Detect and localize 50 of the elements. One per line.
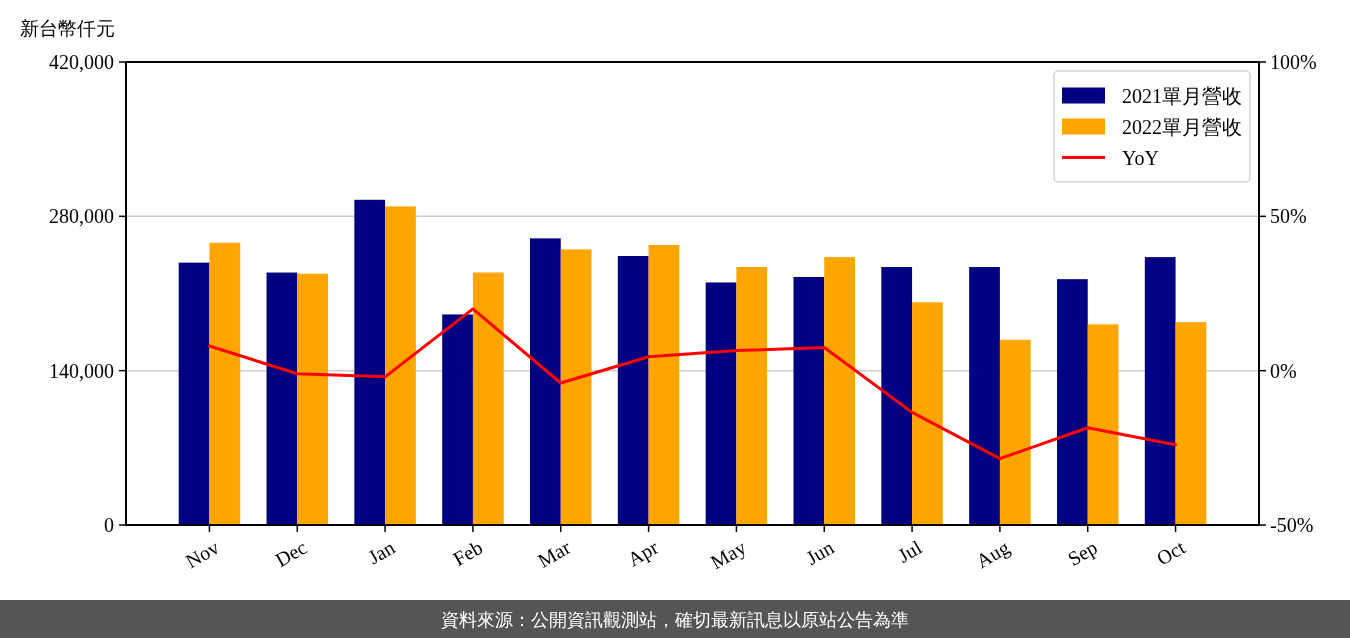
bar [560,249,592,525]
bar [912,302,943,525]
y2-tick-label: 100% [1270,51,1317,73]
x-tick-label: Oct [1152,535,1190,570]
bar [617,256,649,525]
bar [178,262,210,525]
bar [881,267,913,525]
bar [969,267,1000,525]
y2-tick-label: 0% [1270,359,1297,382]
legend-label: 2021單月營收 [1122,84,1242,107]
x-tick-label: Jul [894,535,926,567]
bar [1144,257,1176,525]
x-tick-label: Aug [972,535,1014,574]
y-tick-label: 140,000 [49,359,114,382]
legend-label: 2022單月營收 [1122,115,1242,138]
bar [266,272,298,525]
bar [793,276,825,525]
bar [1087,324,1119,525]
y-tick-label: 0 [104,514,114,536]
x-tick-label: Apr [623,535,663,572]
y2-tick-label: 50% [1270,205,1307,228]
line-series [207,307,1178,461]
bar [209,242,241,525]
bar [385,206,416,525]
x-tick-label: Feb [449,535,487,570]
bar [1175,322,1207,525]
x-tick-label: Jun [802,535,838,569]
x-tick-label: Mar [534,535,575,572]
legend-label: YoY [1122,146,1159,169]
bar [824,257,855,525]
x-tick-label: Jan [364,535,399,569]
bar [354,199,386,525]
x-tick-label: Nov [181,535,223,573]
bar [1056,279,1088,525]
bar [705,282,737,525]
bar [442,314,473,525]
bar [648,245,680,525]
x-tick-label: Sep [1063,535,1102,571]
bar [530,238,561,525]
y2-tick-label: -50% [1270,514,1314,536]
bar [297,273,329,525]
y-tick-label: 420,000 [49,51,114,73]
bar [999,339,1031,525]
y-tick-label: 280,000 [49,205,114,228]
source-note: 資料來源：公開資訊觀測站，確切最新訊息以原站公告為準 [441,608,909,630]
bar [736,267,768,525]
x-tick-label: Dec [271,535,311,572]
y-axis-title: 新台幣仟元 [20,17,115,39]
bar [472,272,504,525]
x-tick-label: May [706,535,751,575]
